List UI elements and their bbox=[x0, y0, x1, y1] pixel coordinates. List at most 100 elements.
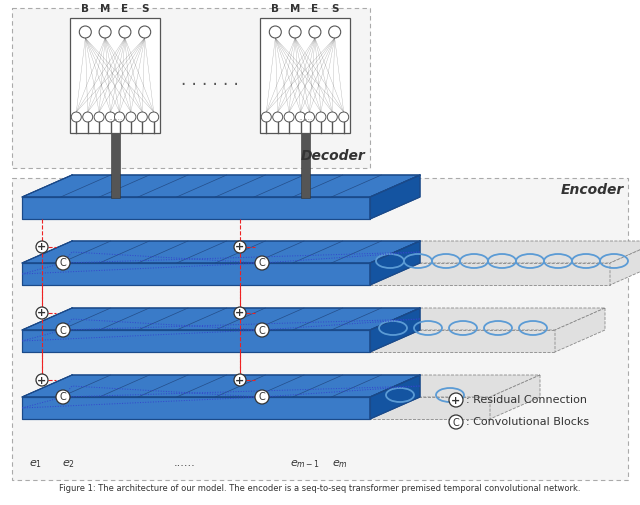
Circle shape bbox=[148, 112, 159, 122]
Circle shape bbox=[138, 112, 147, 122]
Polygon shape bbox=[22, 308, 420, 330]
Circle shape bbox=[234, 307, 246, 319]
Circle shape bbox=[56, 390, 70, 404]
Polygon shape bbox=[370, 263, 610, 285]
Text: +: + bbox=[37, 242, 47, 252]
Polygon shape bbox=[22, 263, 370, 285]
Text: Encoder: Encoder bbox=[561, 183, 624, 197]
Bar bbox=[301, 133, 310, 198]
Circle shape bbox=[339, 112, 349, 122]
Circle shape bbox=[83, 112, 93, 122]
Polygon shape bbox=[555, 308, 605, 352]
Text: +: + bbox=[37, 376, 47, 385]
Text: B: B bbox=[81, 4, 90, 14]
Text: C: C bbox=[259, 392, 266, 402]
Polygon shape bbox=[370, 397, 490, 419]
Text: Figure 1: The architecture of our model. The encoder is a seq-to-seq transformer: Figure 1: The architecture of our model.… bbox=[60, 484, 580, 493]
Circle shape bbox=[329, 26, 340, 38]
Text: ......: ...... bbox=[108, 113, 122, 122]
Circle shape bbox=[449, 415, 463, 429]
Text: ......: ...... bbox=[298, 113, 312, 122]
Polygon shape bbox=[22, 330, 370, 352]
Circle shape bbox=[316, 112, 326, 122]
Circle shape bbox=[36, 374, 48, 386]
Circle shape bbox=[36, 241, 48, 253]
Polygon shape bbox=[22, 375, 420, 397]
Text: . . . . . .: . . . . . . bbox=[181, 71, 239, 89]
Text: C: C bbox=[60, 326, 67, 335]
Polygon shape bbox=[370, 375, 540, 397]
Text: B: B bbox=[271, 4, 279, 14]
Polygon shape bbox=[370, 241, 420, 285]
Text: $e_2$: $e_2$ bbox=[61, 458, 74, 470]
Text: S: S bbox=[141, 4, 148, 14]
Text: +: + bbox=[37, 309, 47, 319]
Polygon shape bbox=[22, 241, 420, 263]
Circle shape bbox=[255, 390, 269, 404]
Text: M: M bbox=[290, 4, 300, 14]
Text: E: E bbox=[311, 4, 319, 14]
Circle shape bbox=[106, 112, 115, 122]
Bar bbox=[70, 18, 160, 133]
Bar bbox=[111, 133, 120, 198]
Text: S: S bbox=[331, 4, 339, 14]
Circle shape bbox=[309, 26, 321, 38]
Circle shape bbox=[234, 241, 246, 253]
Circle shape bbox=[79, 26, 92, 38]
Circle shape bbox=[119, 26, 131, 38]
Circle shape bbox=[56, 256, 70, 270]
Circle shape bbox=[273, 112, 283, 122]
Text: M: M bbox=[100, 4, 110, 14]
Circle shape bbox=[284, 112, 294, 122]
Circle shape bbox=[115, 112, 125, 122]
Circle shape bbox=[255, 323, 269, 337]
Polygon shape bbox=[22, 397, 370, 419]
FancyBboxPatch shape bbox=[12, 8, 370, 168]
Polygon shape bbox=[22, 175, 420, 197]
Circle shape bbox=[99, 26, 111, 38]
Circle shape bbox=[327, 112, 337, 122]
Circle shape bbox=[449, 393, 463, 407]
Text: Decoder: Decoder bbox=[300, 149, 365, 163]
FancyBboxPatch shape bbox=[12, 178, 628, 480]
Text: E: E bbox=[122, 4, 129, 14]
Polygon shape bbox=[370, 175, 420, 219]
Bar bbox=[260, 18, 350, 133]
Polygon shape bbox=[370, 308, 420, 352]
Circle shape bbox=[56, 323, 70, 337]
Polygon shape bbox=[370, 330, 555, 352]
Text: C: C bbox=[60, 259, 67, 269]
Text: C: C bbox=[60, 392, 67, 402]
Text: +: + bbox=[236, 309, 244, 319]
Circle shape bbox=[269, 26, 282, 38]
Circle shape bbox=[305, 112, 314, 122]
Text: : Convolutional Blocks: : Convolutional Blocks bbox=[466, 417, 589, 427]
Text: $e_m$: $e_m$ bbox=[332, 458, 348, 470]
Circle shape bbox=[71, 112, 81, 122]
Text: $e_1$: $e_1$ bbox=[29, 458, 42, 470]
Circle shape bbox=[296, 112, 305, 122]
Polygon shape bbox=[370, 375, 420, 419]
Text: C: C bbox=[452, 418, 460, 428]
Text: ......: ...... bbox=[174, 458, 196, 468]
Circle shape bbox=[261, 112, 271, 122]
Text: C: C bbox=[259, 259, 266, 269]
Circle shape bbox=[255, 256, 269, 270]
Text: +: + bbox=[451, 395, 461, 406]
Circle shape bbox=[289, 26, 301, 38]
Text: C: C bbox=[259, 326, 266, 335]
Circle shape bbox=[36, 307, 48, 319]
Text: +: + bbox=[236, 242, 244, 252]
Circle shape bbox=[126, 112, 136, 122]
Text: : Residual Connection: : Residual Connection bbox=[466, 395, 587, 405]
Polygon shape bbox=[370, 241, 640, 263]
Text: +: + bbox=[236, 376, 244, 385]
Polygon shape bbox=[22, 197, 370, 219]
Polygon shape bbox=[370, 308, 605, 330]
Text: $e_{m-1}$: $e_{m-1}$ bbox=[290, 458, 320, 470]
Circle shape bbox=[234, 374, 246, 386]
Circle shape bbox=[94, 112, 104, 122]
Circle shape bbox=[139, 26, 150, 38]
Polygon shape bbox=[610, 241, 640, 285]
Polygon shape bbox=[490, 375, 540, 419]
